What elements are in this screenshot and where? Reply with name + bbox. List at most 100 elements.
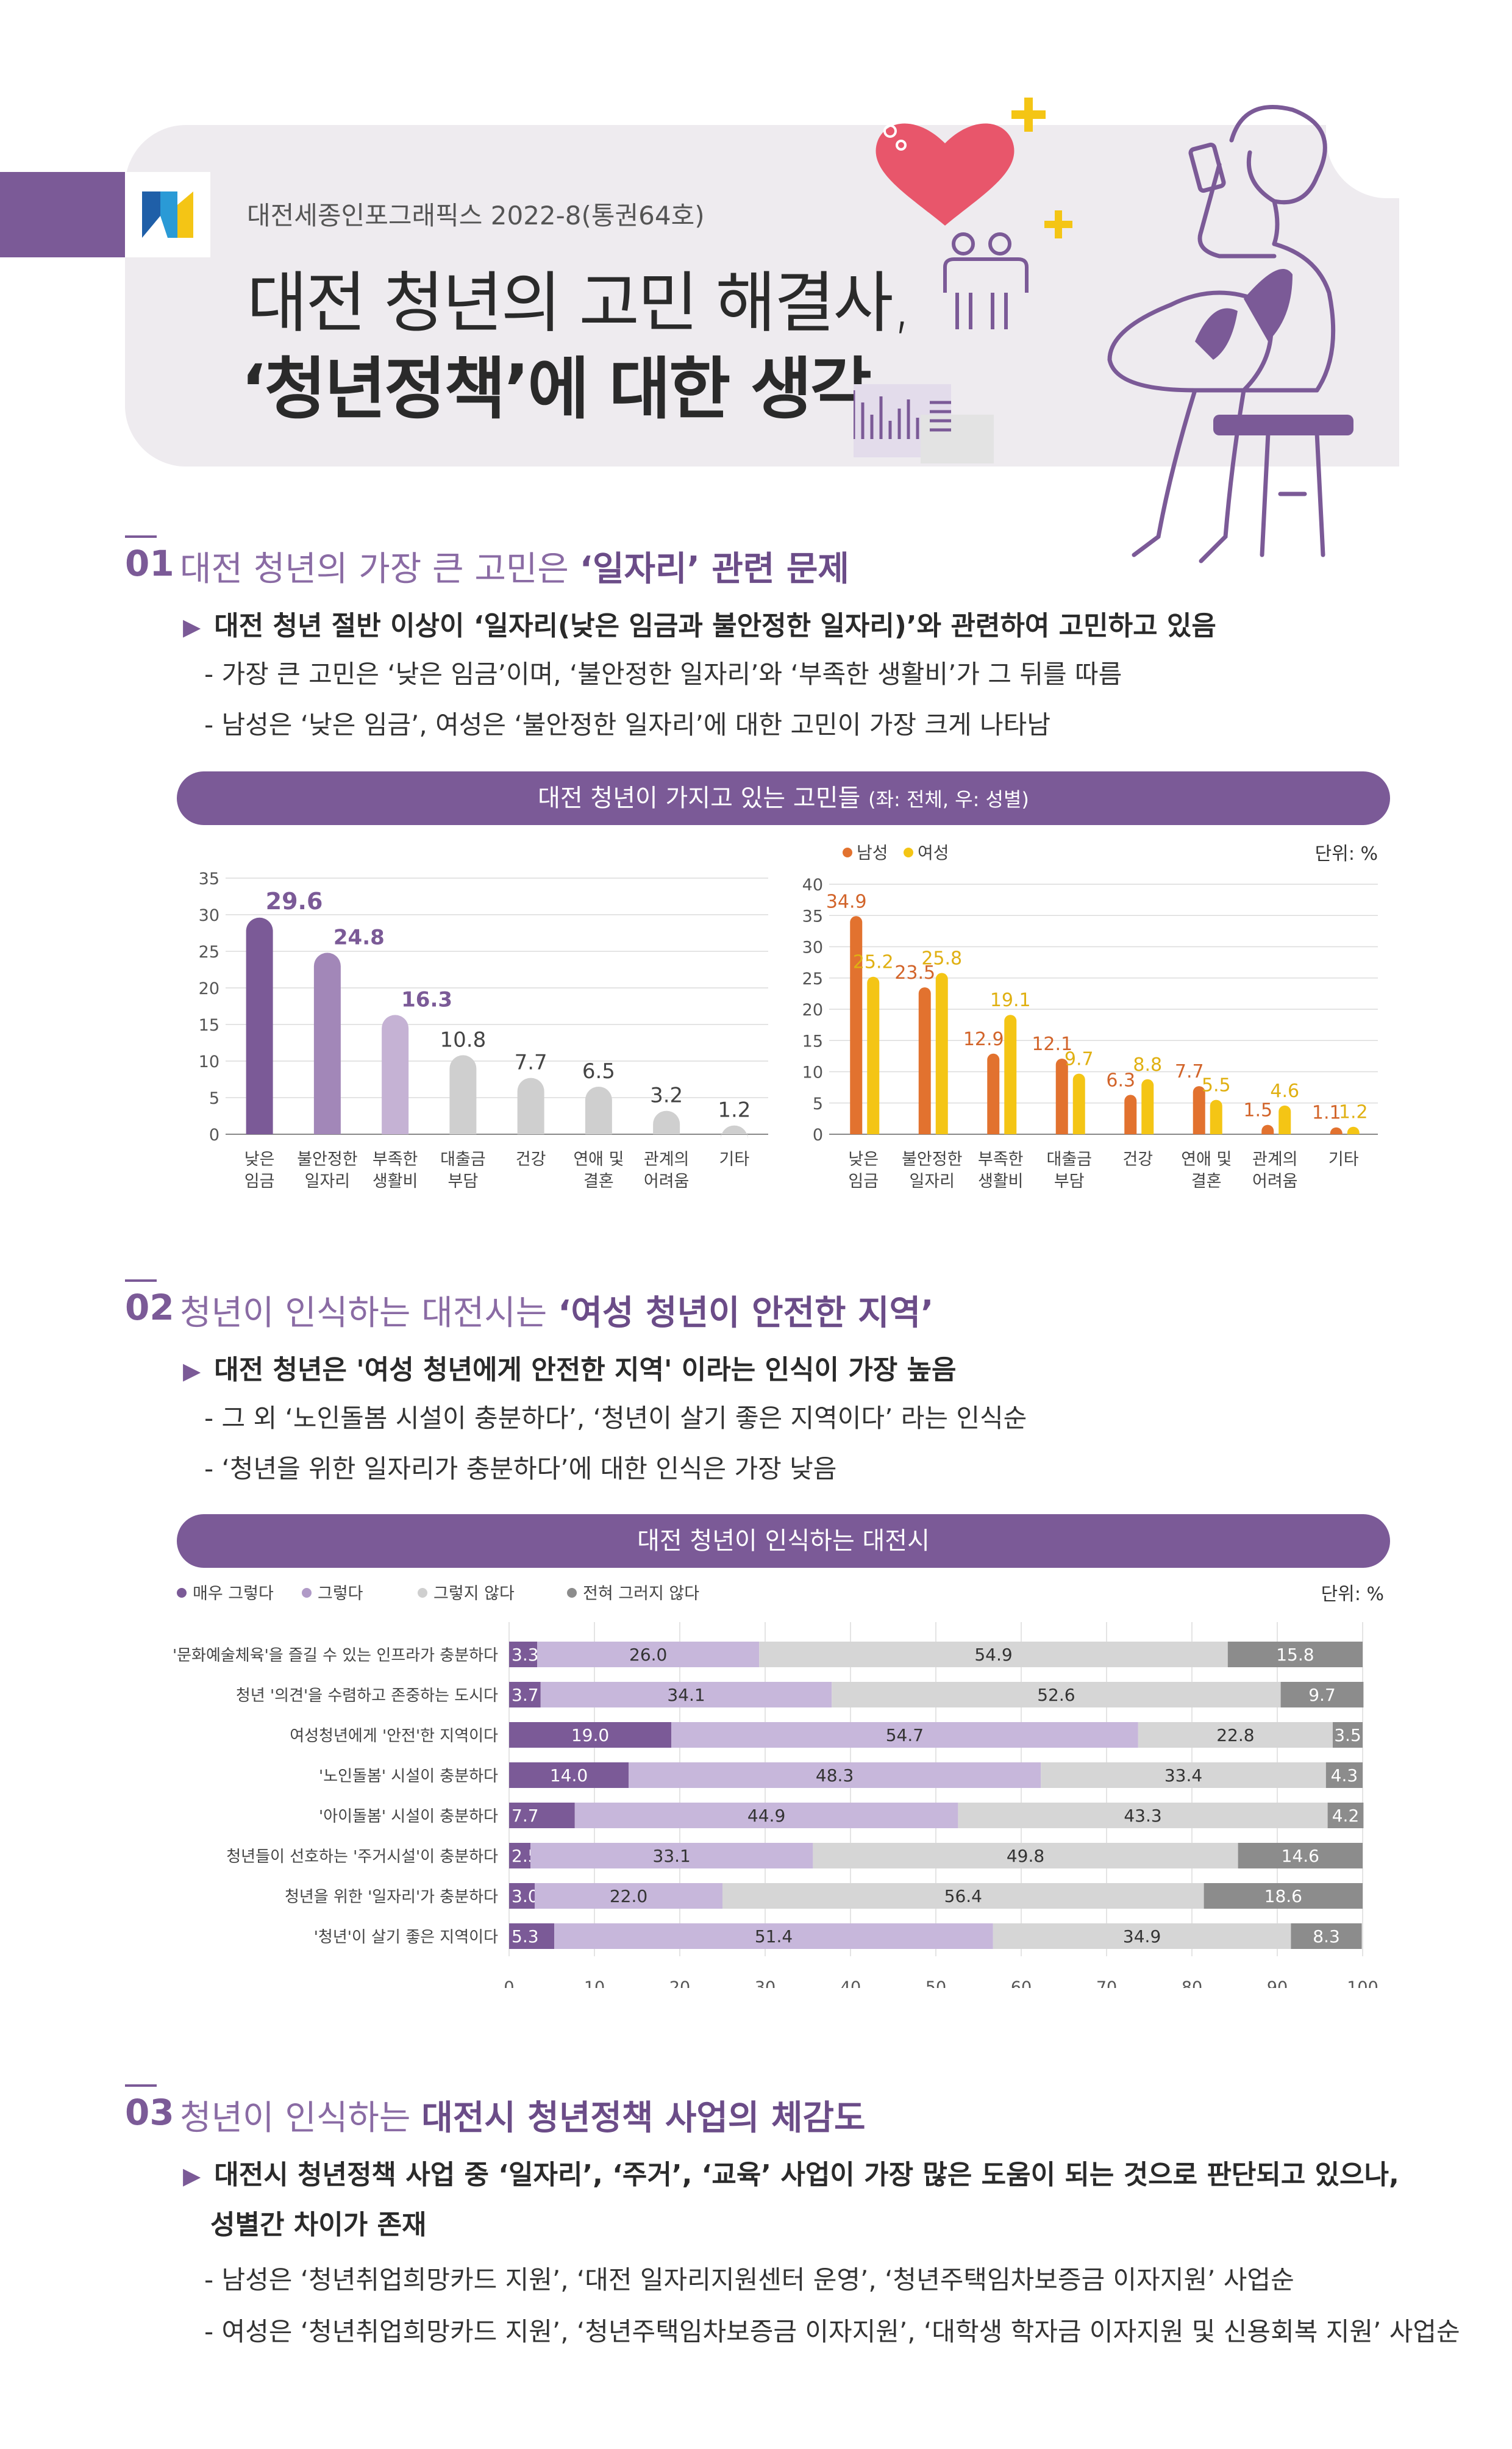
- x-tick-label: 낮은: [244, 1150, 275, 1169]
- plus-icon: [1011, 98, 1072, 238]
- category-label: 청년들이 선호하는 '주거시설'이 충분하다: [226, 1848, 498, 1866]
- data-label: 6.3: [1106, 1070, 1135, 1091]
- x-tick-label: 생활비: [373, 1172, 418, 1191]
- publisher-logo: [125, 172, 210, 257]
- bar-segment: [509, 1883, 535, 1909]
- x-tick-label: 70: [1096, 1978, 1117, 1988]
- data-label: 9.7: [1064, 1049, 1094, 1070]
- bar: [382, 1015, 409, 1134]
- section2-number: 02: [125, 1279, 174, 1328]
- data-label: 8.8: [1133, 1054, 1162, 1076]
- x-tick-label: 100: [1347, 1978, 1378, 1988]
- legend-dot: [302, 1588, 312, 1598]
- data-label: 19.0: [571, 1725, 609, 1745]
- page-title-line1: 대전 청년의 고민 해결사,: [247, 265, 913, 341]
- x-tick-label: 일자리: [909, 1172, 955, 1191]
- legend-label: 그렇지 않다: [433, 1584, 515, 1603]
- x-tick-label: 부담: [448, 1172, 479, 1191]
- x-tick-label: 불안정한: [297, 1150, 357, 1169]
- data-label: 26.0: [629, 1645, 667, 1665]
- data-label: 5.3: [512, 1926, 539, 1947]
- bar-segment: [993, 1923, 1291, 1949]
- x-tick-label: 80: [1182, 1978, 1202, 1988]
- bar-segment: [509, 1722, 671, 1748]
- x-tick-label: 대출금: [440, 1150, 486, 1169]
- legend-dot: [567, 1588, 577, 1598]
- x-tick-label: 30: [755, 1978, 776, 1988]
- x-tick-label: 어려움: [644, 1172, 690, 1191]
- category-label: '문화예술체육'을 즐길 수 있는 인프라가 충분하다: [173, 1646, 498, 1665]
- bar-segment: [509, 1923, 555, 1949]
- y-tick-label: 5: [209, 1089, 219, 1108]
- category-label: 청년 '의견'을 수렴하고 존중하는 도시다: [236, 1687, 498, 1705]
- x-tick-label: 기타: [719, 1150, 750, 1169]
- data-label: 43.3: [1124, 1806, 1161, 1826]
- data-label: 14.0: [550, 1765, 588, 1786]
- bar-segment: [1138, 1722, 1333, 1748]
- section2-bullet: ▶ 대전 청년은 '여성 청년에게 안전한 지역' 이라는 인식이 가장 높음: [183, 1354, 957, 1385]
- x-tick-label: 낮은: [848, 1150, 879, 1169]
- category-label: '청년'이 살기 좋은 지역이다: [314, 1928, 498, 1947]
- bar-segment: [1238, 1843, 1363, 1868]
- bar-segment: [509, 1803, 575, 1828]
- bar-segment: [535, 1883, 722, 1909]
- bar: [721, 1125, 748, 1139]
- y-tick-label: 0: [813, 1126, 823, 1145]
- section3-bullet: ▶ 대전시 청년정책 사업 중 ‘일자리’, ‘주거’, ‘교육’ 사업이 가장 …: [183, 2159, 1399, 2190]
- data-label: 52.6: [1037, 1685, 1075, 1705]
- bar: [867, 976, 880, 1134]
- bar-segment: [574, 1803, 958, 1828]
- triangle-bullet-icon: ▶: [183, 613, 201, 640]
- data-label: 7.7: [515, 1051, 547, 1075]
- data-label: 54.9: [974, 1645, 1012, 1665]
- legend-male-dot: [843, 848, 852, 857]
- bar: [1261, 1124, 1274, 1134]
- data-label: 49.8: [1007, 1846, 1044, 1866]
- bar: [1278, 1105, 1291, 1134]
- x-tick-label: 0: [504, 1978, 514, 1988]
- data-label: 24.8: [333, 925, 385, 949]
- x-tick-label: 연애 및: [573, 1150, 624, 1169]
- page-title-line2: ‘청년정책’에 대한 생각: [241, 350, 872, 428]
- bar: [449, 1055, 477, 1134]
- bar-segment: [1280, 1682, 1364, 1707]
- data-label: 54.7: [886, 1725, 924, 1745]
- data-label: 56.4: [944, 1886, 982, 1906]
- bar: [653, 1110, 680, 1134]
- unit-label: 단위: %: [1315, 843, 1378, 865]
- y-tick-label: 15: [802, 1032, 823, 1051]
- data-label: 1.5: [1243, 1100, 1272, 1121]
- x-tick-label: 일자리: [305, 1172, 351, 1191]
- bar-segment: [1041, 1762, 1326, 1788]
- bar-segment: [530, 1843, 813, 1868]
- data-label: 19.1: [990, 990, 1031, 1011]
- x-tick-label: 관계의: [644, 1150, 690, 1169]
- triangle-bullet-icon: ▶: [183, 2162, 201, 2189]
- section1-number: 01: [125, 535, 174, 584]
- data-label: 12.9: [963, 1029, 1004, 1050]
- x-tick-label: 결혼: [1191, 1172, 1222, 1191]
- data-label: 33.1: [653, 1846, 691, 1866]
- data-label: 25.2: [853, 952, 894, 973]
- x-tick-label: 관계의: [1252, 1150, 1298, 1169]
- data-label: 5.5: [1202, 1075, 1231, 1096]
- data-label: 15.8: [1276, 1645, 1314, 1665]
- legend-label: 전혀 그러지 않다: [583, 1584, 699, 1603]
- y-tick-label: 0: [209, 1126, 219, 1145]
- data-label: 1.2: [1339, 1102, 1368, 1123]
- section1-sub1: - 가장 큰 고민은 ‘낮은 임금’이며, ‘불안정한 일자리’와 ‘부족한 생…: [204, 659, 1122, 689]
- legend-female-dot: [904, 848, 913, 857]
- data-label: 8.3: [1313, 1926, 1340, 1947]
- legend-dot: [177, 1588, 187, 1598]
- x-tick-label: 50: [925, 1978, 946, 1988]
- data-label: 18.6: [1264, 1886, 1302, 1906]
- bar-segment: [759, 1642, 1228, 1667]
- bar-segment: [958, 1803, 1328, 1828]
- bar-segment: [1333, 1722, 1363, 1748]
- triangle-bullet-icon: ▶: [183, 1357, 201, 1384]
- bar: [935, 973, 948, 1134]
- data-label: 33.4: [1164, 1765, 1202, 1786]
- y-tick-label: 20: [199, 979, 219, 998]
